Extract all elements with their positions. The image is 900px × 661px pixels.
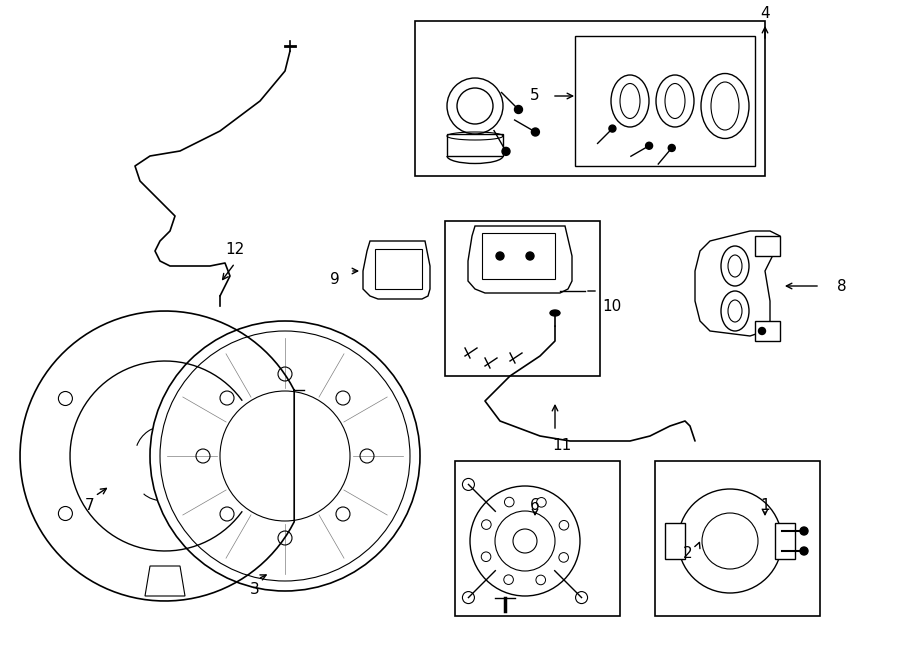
Circle shape (232, 537, 246, 551)
Text: 8: 8 (837, 278, 847, 293)
Circle shape (257, 428, 313, 484)
Circle shape (502, 147, 510, 155)
Bar (445, 221, 600, 376)
Circle shape (515, 106, 523, 114)
Circle shape (463, 479, 474, 490)
Text: 9: 9 (330, 272, 340, 286)
Polygon shape (468, 226, 572, 293)
Text: 4: 4 (760, 5, 770, 20)
Circle shape (278, 367, 292, 381)
Text: 5: 5 (530, 89, 540, 104)
Polygon shape (695, 231, 780, 336)
Bar (775, 523, 795, 559)
Bar (655, 461, 820, 616)
Circle shape (800, 527, 808, 535)
Circle shape (496, 252, 504, 260)
Ellipse shape (728, 255, 742, 277)
Circle shape (678, 489, 782, 593)
Circle shape (278, 531, 292, 545)
Circle shape (220, 507, 234, 521)
Circle shape (482, 520, 491, 529)
Ellipse shape (721, 246, 749, 286)
Circle shape (160, 331, 410, 581)
Circle shape (360, 449, 374, 463)
Ellipse shape (711, 82, 739, 130)
Text: 11: 11 (553, 438, 572, 453)
Circle shape (559, 553, 569, 563)
Text: 10: 10 (602, 299, 622, 313)
Ellipse shape (721, 291, 749, 331)
Polygon shape (375, 249, 422, 289)
Circle shape (505, 497, 514, 507)
Ellipse shape (550, 310, 560, 316)
Circle shape (447, 78, 503, 134)
Polygon shape (482, 233, 555, 279)
Ellipse shape (701, 73, 749, 139)
Text: 7: 7 (86, 498, 94, 514)
Circle shape (559, 520, 569, 530)
Circle shape (220, 391, 350, 521)
Polygon shape (363, 241, 430, 299)
Circle shape (513, 529, 537, 553)
Circle shape (470, 486, 580, 596)
Circle shape (336, 391, 350, 405)
Circle shape (232, 361, 246, 375)
Circle shape (482, 552, 490, 562)
Circle shape (504, 575, 513, 584)
Circle shape (273, 449, 287, 463)
Circle shape (668, 145, 675, 151)
Circle shape (58, 506, 72, 520)
Circle shape (531, 128, 539, 136)
Ellipse shape (728, 300, 742, 322)
Ellipse shape (665, 83, 685, 118)
Circle shape (609, 125, 616, 132)
Circle shape (58, 391, 72, 405)
Ellipse shape (620, 83, 640, 118)
Ellipse shape (611, 75, 649, 127)
Circle shape (702, 513, 758, 569)
Circle shape (536, 498, 546, 507)
Circle shape (150, 321, 420, 591)
Circle shape (759, 327, 766, 334)
Bar (665, 523, 685, 559)
Circle shape (645, 142, 652, 149)
Circle shape (495, 511, 555, 571)
Circle shape (336, 507, 350, 521)
Circle shape (536, 575, 545, 585)
Bar (755, 321, 780, 341)
Bar (415, 21, 765, 176)
Circle shape (196, 449, 210, 463)
Bar (575, 36, 755, 166)
Circle shape (230, 401, 340, 511)
Circle shape (220, 391, 234, 405)
Text: 2: 2 (683, 545, 693, 561)
Text: 3: 3 (250, 582, 260, 596)
Text: 1: 1 (760, 498, 770, 514)
Circle shape (526, 252, 534, 260)
Circle shape (243, 414, 327, 498)
Bar (455, 461, 620, 616)
Circle shape (576, 592, 588, 603)
Polygon shape (145, 566, 185, 596)
Text: 12: 12 (225, 241, 245, 256)
Circle shape (457, 88, 493, 124)
Ellipse shape (656, 75, 694, 127)
Circle shape (800, 547, 808, 555)
Bar (755, 236, 780, 256)
Circle shape (463, 592, 474, 603)
Text: 6: 6 (530, 498, 540, 514)
Bar (447, 134, 503, 156)
